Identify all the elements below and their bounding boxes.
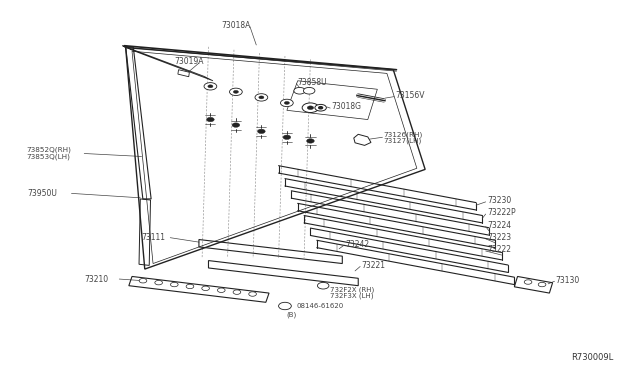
Text: 73210: 73210 [84,275,108,283]
Text: R730009L: R730009L [571,353,613,362]
Text: 73223: 73223 [487,233,511,242]
Text: 73130: 73130 [556,276,580,285]
Circle shape [170,282,178,287]
Text: 732F3X (LH): 732F3X (LH) [330,293,373,299]
Circle shape [302,103,319,112]
Circle shape [284,102,289,105]
Circle shape [218,288,225,292]
Text: 73242: 73242 [346,240,370,249]
Circle shape [155,280,163,285]
Text: 73018G: 73018G [332,103,362,112]
Circle shape [233,290,241,294]
Text: 73853Q(LH): 73853Q(LH) [27,154,71,160]
Circle shape [230,88,243,96]
Circle shape [207,117,214,122]
Circle shape [307,106,314,110]
Circle shape [232,123,240,127]
Text: 73224: 73224 [487,221,511,230]
Text: 73127(LH): 73127(LH) [384,138,422,144]
Text: 73221: 73221 [362,261,385,270]
Circle shape [294,87,305,94]
Text: 73950U: 73950U [27,189,57,198]
Text: 73222: 73222 [487,246,511,254]
Circle shape [319,107,323,109]
Text: 73018A: 73018A [221,21,251,30]
Circle shape [255,94,268,101]
Text: 73019A: 73019A [175,57,204,67]
Circle shape [234,90,239,93]
Text: 732F2X (RH): 732F2X (RH) [330,287,374,294]
Circle shape [315,105,326,111]
Circle shape [524,280,532,284]
Circle shape [257,129,265,134]
Circle shape [139,279,147,283]
Circle shape [259,96,264,99]
Text: 73852Q(RH): 73852Q(RH) [27,147,72,153]
Text: 73126(RH): 73126(RH) [384,131,423,138]
Circle shape [317,282,329,289]
Text: 73858U: 73858U [298,78,327,87]
Text: 73222P: 73222P [487,208,516,218]
Circle shape [186,284,194,289]
Text: B: B [283,304,287,308]
Circle shape [249,292,257,296]
Circle shape [280,99,293,107]
Circle shape [202,286,209,291]
Circle shape [204,83,217,90]
Text: 73230: 73230 [487,196,511,205]
Circle shape [208,85,213,88]
Circle shape [538,282,546,287]
Text: 73156V: 73156V [395,91,425,100]
Polygon shape [178,70,189,77]
Circle shape [278,302,291,310]
Text: 73111: 73111 [141,233,166,242]
Circle shape [283,135,291,140]
Text: 08146-61620: 08146-61620 [296,303,344,309]
Text: (B): (B) [286,312,296,318]
Circle shape [303,87,315,94]
Circle shape [307,139,314,143]
